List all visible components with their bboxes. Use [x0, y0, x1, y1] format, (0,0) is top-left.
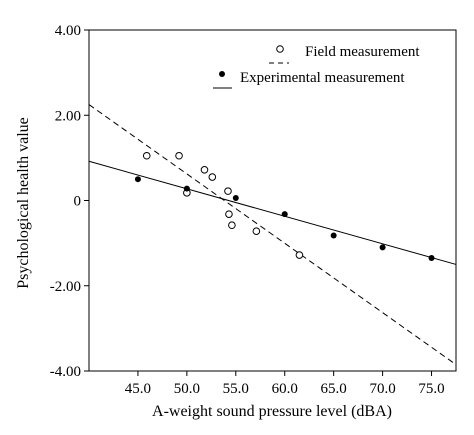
- fit-line-field: [88, 104, 457, 366]
- point-field: [175, 151, 183, 160]
- legend-label-experimental: Experimental measurement: [240, 70, 405, 86]
- fit-lines: [88, 104, 457, 366]
- data-points: [134, 151, 435, 262]
- y-tick-label: -2.00: [50, 279, 81, 295]
- fit-line-experimental: [88, 160, 457, 265]
- legend: Field measurement Experimental measureme…: [213, 44, 420, 89]
- point-field: [295, 251, 304, 259]
- y-tick-label: 2.00: [55, 108, 81, 124]
- legend-marker-experimental: [219, 71, 225, 77]
- point-field: [252, 227, 261, 235]
- y-axis: 4.00 2.00 0 -2.00 -4.00: [50, 23, 89, 380]
- point-field: [208, 173, 217, 181]
- legend-marker-field: [276, 45, 284, 53]
- y-tick-label: 0: [74, 194, 82, 210]
- y-tick-label: -4.00: [50, 364, 81, 380]
- point-experimental: [134, 176, 141, 183]
- x-tick-label: 55.0: [223, 381, 249, 397]
- point-experimental: [232, 194, 239, 201]
- x-axis: 45.0 50.0 55.0 60.0 65.0 70.0 75.0: [125, 371, 445, 397]
- y-axis-label: Psychological health value: [15, 117, 32, 289]
- legend-label-field: Field measurement: [305, 44, 420, 60]
- point-experimental: [379, 244, 386, 251]
- point-experimental: [183, 185, 190, 192]
- point-field: [225, 210, 233, 218]
- point-experimental: [428, 255, 435, 262]
- point-field: [142, 151, 151, 160]
- x-tick-label: 45.0: [125, 381, 151, 397]
- x-tick-label: 70.0: [369, 381, 395, 397]
- y-tick-label: 4.00: [55, 23, 81, 39]
- x-axis-label: A-weight sound pressure level (dBA): [152, 403, 392, 420]
- point-field: [228, 221, 236, 230]
- point-experimental: [330, 232, 337, 239]
- point-field: [200, 166, 209, 174]
- point-experimental: [281, 211, 288, 218]
- x-tick-label: 60.0: [272, 381, 298, 397]
- x-tick-label: 75.0: [418, 381, 444, 397]
- x-tick-label: 50.0: [174, 381, 200, 397]
- x-tick-label: 65.0: [321, 381, 347, 397]
- point-field: [224, 187, 232, 195]
